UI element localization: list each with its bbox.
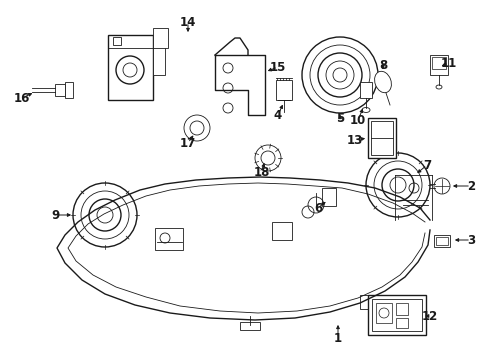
Bar (155, 228, 183, 250)
Text: 6: 6 (313, 202, 322, 215)
Bar (108, 35, 153, 100)
Text: 12: 12 (421, 310, 437, 323)
Bar (395, 303, 407, 315)
Text: 15: 15 (269, 60, 285, 73)
Bar (395, 318, 407, 328)
Text: 10: 10 (349, 113, 366, 126)
Bar (275, 80, 291, 100)
Text: 13: 13 (346, 134, 363, 147)
Bar (367, 118, 395, 158)
Text: 18: 18 (253, 166, 270, 179)
Text: 9: 9 (51, 208, 59, 221)
Bar (153, 45, 164, 75)
Bar (429, 55, 447, 75)
Bar (321, 188, 335, 206)
Text: 5: 5 (335, 112, 344, 125)
Bar (271, 222, 291, 240)
Bar (153, 28, 168, 48)
Text: 8: 8 (378, 59, 386, 72)
Bar (55, 84, 65, 96)
Bar (240, 322, 260, 330)
Text: 7: 7 (422, 158, 430, 171)
Text: 11: 11 (440, 57, 456, 69)
Bar (371, 299, 421, 331)
Bar (433, 235, 449, 247)
Bar (435, 237, 447, 245)
Text: 17: 17 (180, 136, 196, 149)
Bar (431, 57, 445, 69)
Text: 1: 1 (333, 332, 342, 345)
Bar (367, 295, 425, 335)
Bar (113, 37, 121, 45)
Ellipse shape (435, 85, 441, 89)
Text: 14: 14 (180, 15, 196, 28)
Text: 4: 4 (273, 108, 282, 122)
Ellipse shape (361, 108, 369, 113)
Bar (65, 82, 73, 98)
Bar (359, 295, 377, 309)
Text: 2: 2 (466, 180, 474, 193)
Bar (375, 303, 391, 323)
Bar (370, 121, 392, 155)
Bar (359, 82, 371, 98)
Text: 3: 3 (466, 234, 474, 247)
Ellipse shape (374, 71, 390, 93)
Text: 16: 16 (14, 91, 30, 104)
